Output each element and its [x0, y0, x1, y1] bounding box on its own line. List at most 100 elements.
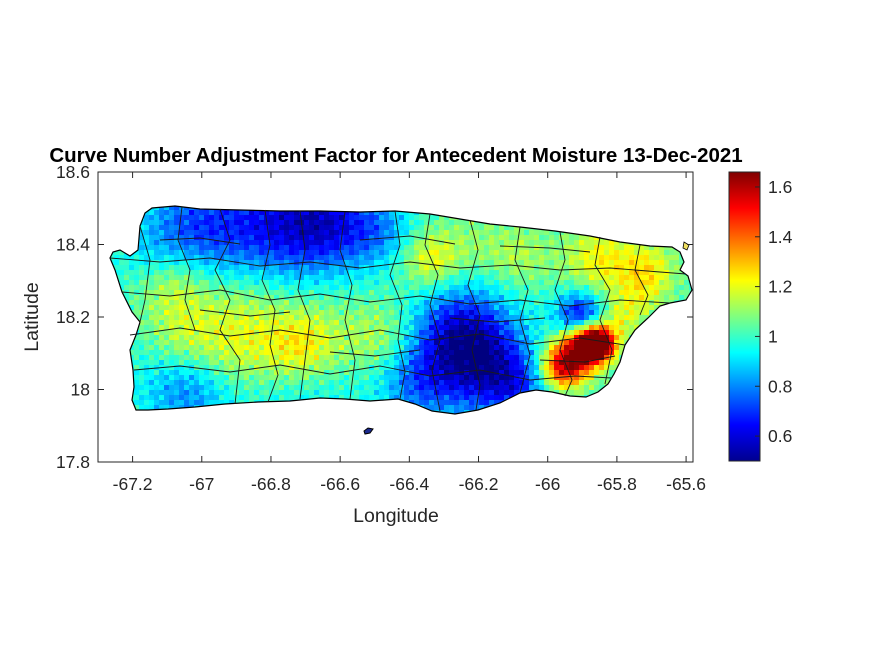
heatmap-cell	[309, 270, 315, 276]
heatmap-cell	[464, 305, 470, 311]
heatmap-cell	[569, 330, 575, 336]
heatmap-cell	[324, 325, 330, 331]
heatmap-cell	[194, 345, 200, 351]
heatmap-cell	[504, 285, 510, 291]
heatmap-cell	[549, 295, 555, 301]
heatmap-cell	[254, 315, 260, 321]
heatmap-cell	[439, 375, 445, 381]
heatmap-cell	[314, 335, 320, 341]
heatmap-cell	[469, 290, 475, 296]
heatmap-cell	[284, 345, 290, 351]
heatmap-cell	[199, 235, 205, 241]
heatmap-cell	[559, 360, 565, 366]
heatmap-cell	[484, 335, 490, 341]
heatmap-cell	[534, 260, 540, 266]
heatmap-cell	[139, 305, 145, 311]
heatmap-cell	[159, 310, 165, 316]
heatmap-cell	[219, 390, 225, 396]
heatmap-cell	[469, 250, 475, 256]
heatmap-cell	[694, 360, 700, 366]
heatmap-cell	[279, 270, 285, 276]
heatmap-cell	[569, 360, 575, 366]
heatmap-cell	[424, 330, 430, 336]
heatmap-cell	[339, 395, 345, 401]
heatmap-cell	[174, 345, 180, 351]
heatmap-cell	[329, 340, 335, 346]
heatmap-cell	[484, 260, 490, 266]
heatmap-cell	[259, 285, 265, 291]
heatmap-cell	[514, 360, 520, 366]
heatmap-cell	[189, 300, 195, 306]
heatmap-cell	[504, 295, 510, 301]
heatmap-cell	[174, 295, 180, 301]
heatmap-cell	[134, 345, 140, 351]
heatmap-cell	[539, 280, 545, 286]
heatmap-cell	[344, 315, 350, 321]
heatmap-cell	[404, 280, 410, 286]
heatmap-cell	[189, 250, 195, 256]
heatmap-cell	[384, 230, 390, 236]
heatmap-cell	[479, 225, 485, 231]
heatmap-cell	[614, 345, 620, 351]
heatmap-cell	[379, 255, 385, 261]
heatmap-cell	[629, 300, 635, 306]
heatmap-cell	[294, 315, 300, 321]
heatmap-cell	[374, 210, 380, 216]
heatmap-cell	[134, 280, 140, 286]
heatmap-cell	[569, 250, 575, 256]
heatmap-cell	[229, 295, 235, 301]
heatmap-cell	[214, 380, 220, 386]
heatmap-cell	[594, 340, 600, 346]
heatmap-cell	[149, 225, 155, 231]
heatmap-cell	[554, 250, 560, 256]
heatmap-cell	[459, 330, 465, 336]
heatmap-cell	[549, 340, 555, 346]
heatmap-cell	[244, 230, 250, 236]
heatmap-cell	[634, 305, 640, 311]
heatmap-cell	[664, 245, 670, 251]
heatmap-cell	[264, 285, 270, 291]
heatmap-cell	[329, 320, 335, 326]
heatmap-cell	[294, 380, 300, 386]
heatmap-cell	[319, 265, 325, 271]
heatmap-cell	[574, 310, 580, 316]
heatmap-cell	[449, 235, 455, 241]
heatmap-cell	[479, 355, 485, 361]
heatmap-cell	[194, 230, 200, 236]
heatmap-cell	[499, 380, 505, 386]
heatmap-cell	[379, 310, 385, 316]
heatmap-cell	[269, 230, 275, 236]
heatmap-cell	[654, 275, 660, 281]
heatmap-cell	[234, 290, 240, 296]
heatmap-cell	[234, 250, 240, 256]
heatmap-cell	[219, 380, 225, 386]
heatmap-cell	[249, 285, 255, 291]
heatmap-cell	[199, 310, 205, 316]
heatmap-cell	[484, 370, 490, 376]
heatmap-cell	[619, 335, 625, 341]
heatmap-cell	[464, 270, 470, 276]
heatmap-cell	[694, 215, 700, 221]
heatmap-cell	[369, 305, 375, 311]
heatmap-cell	[564, 275, 570, 281]
heatmap-cell	[374, 245, 380, 251]
heatmap-cell	[299, 340, 305, 346]
heatmap-cell	[479, 270, 485, 276]
heatmap-cell	[414, 295, 420, 301]
heatmap-cell	[344, 280, 350, 286]
heatmap-cell	[229, 385, 235, 391]
heatmap-cell	[419, 370, 425, 376]
heatmap-cell	[334, 310, 340, 316]
heatmap-cell	[189, 335, 195, 341]
heatmap-cell	[504, 330, 510, 336]
heatmap-cell	[464, 220, 470, 226]
heatmap-cell	[564, 350, 570, 356]
heatmap-cell	[144, 220, 150, 226]
heatmap-cell	[149, 330, 155, 336]
heatmap-cell	[444, 350, 450, 356]
heatmap-cell	[569, 365, 575, 371]
heatmap-cell	[589, 310, 595, 316]
heatmap-cell	[409, 295, 415, 301]
heatmap-cell	[549, 270, 555, 276]
heatmap-cell	[429, 230, 435, 236]
